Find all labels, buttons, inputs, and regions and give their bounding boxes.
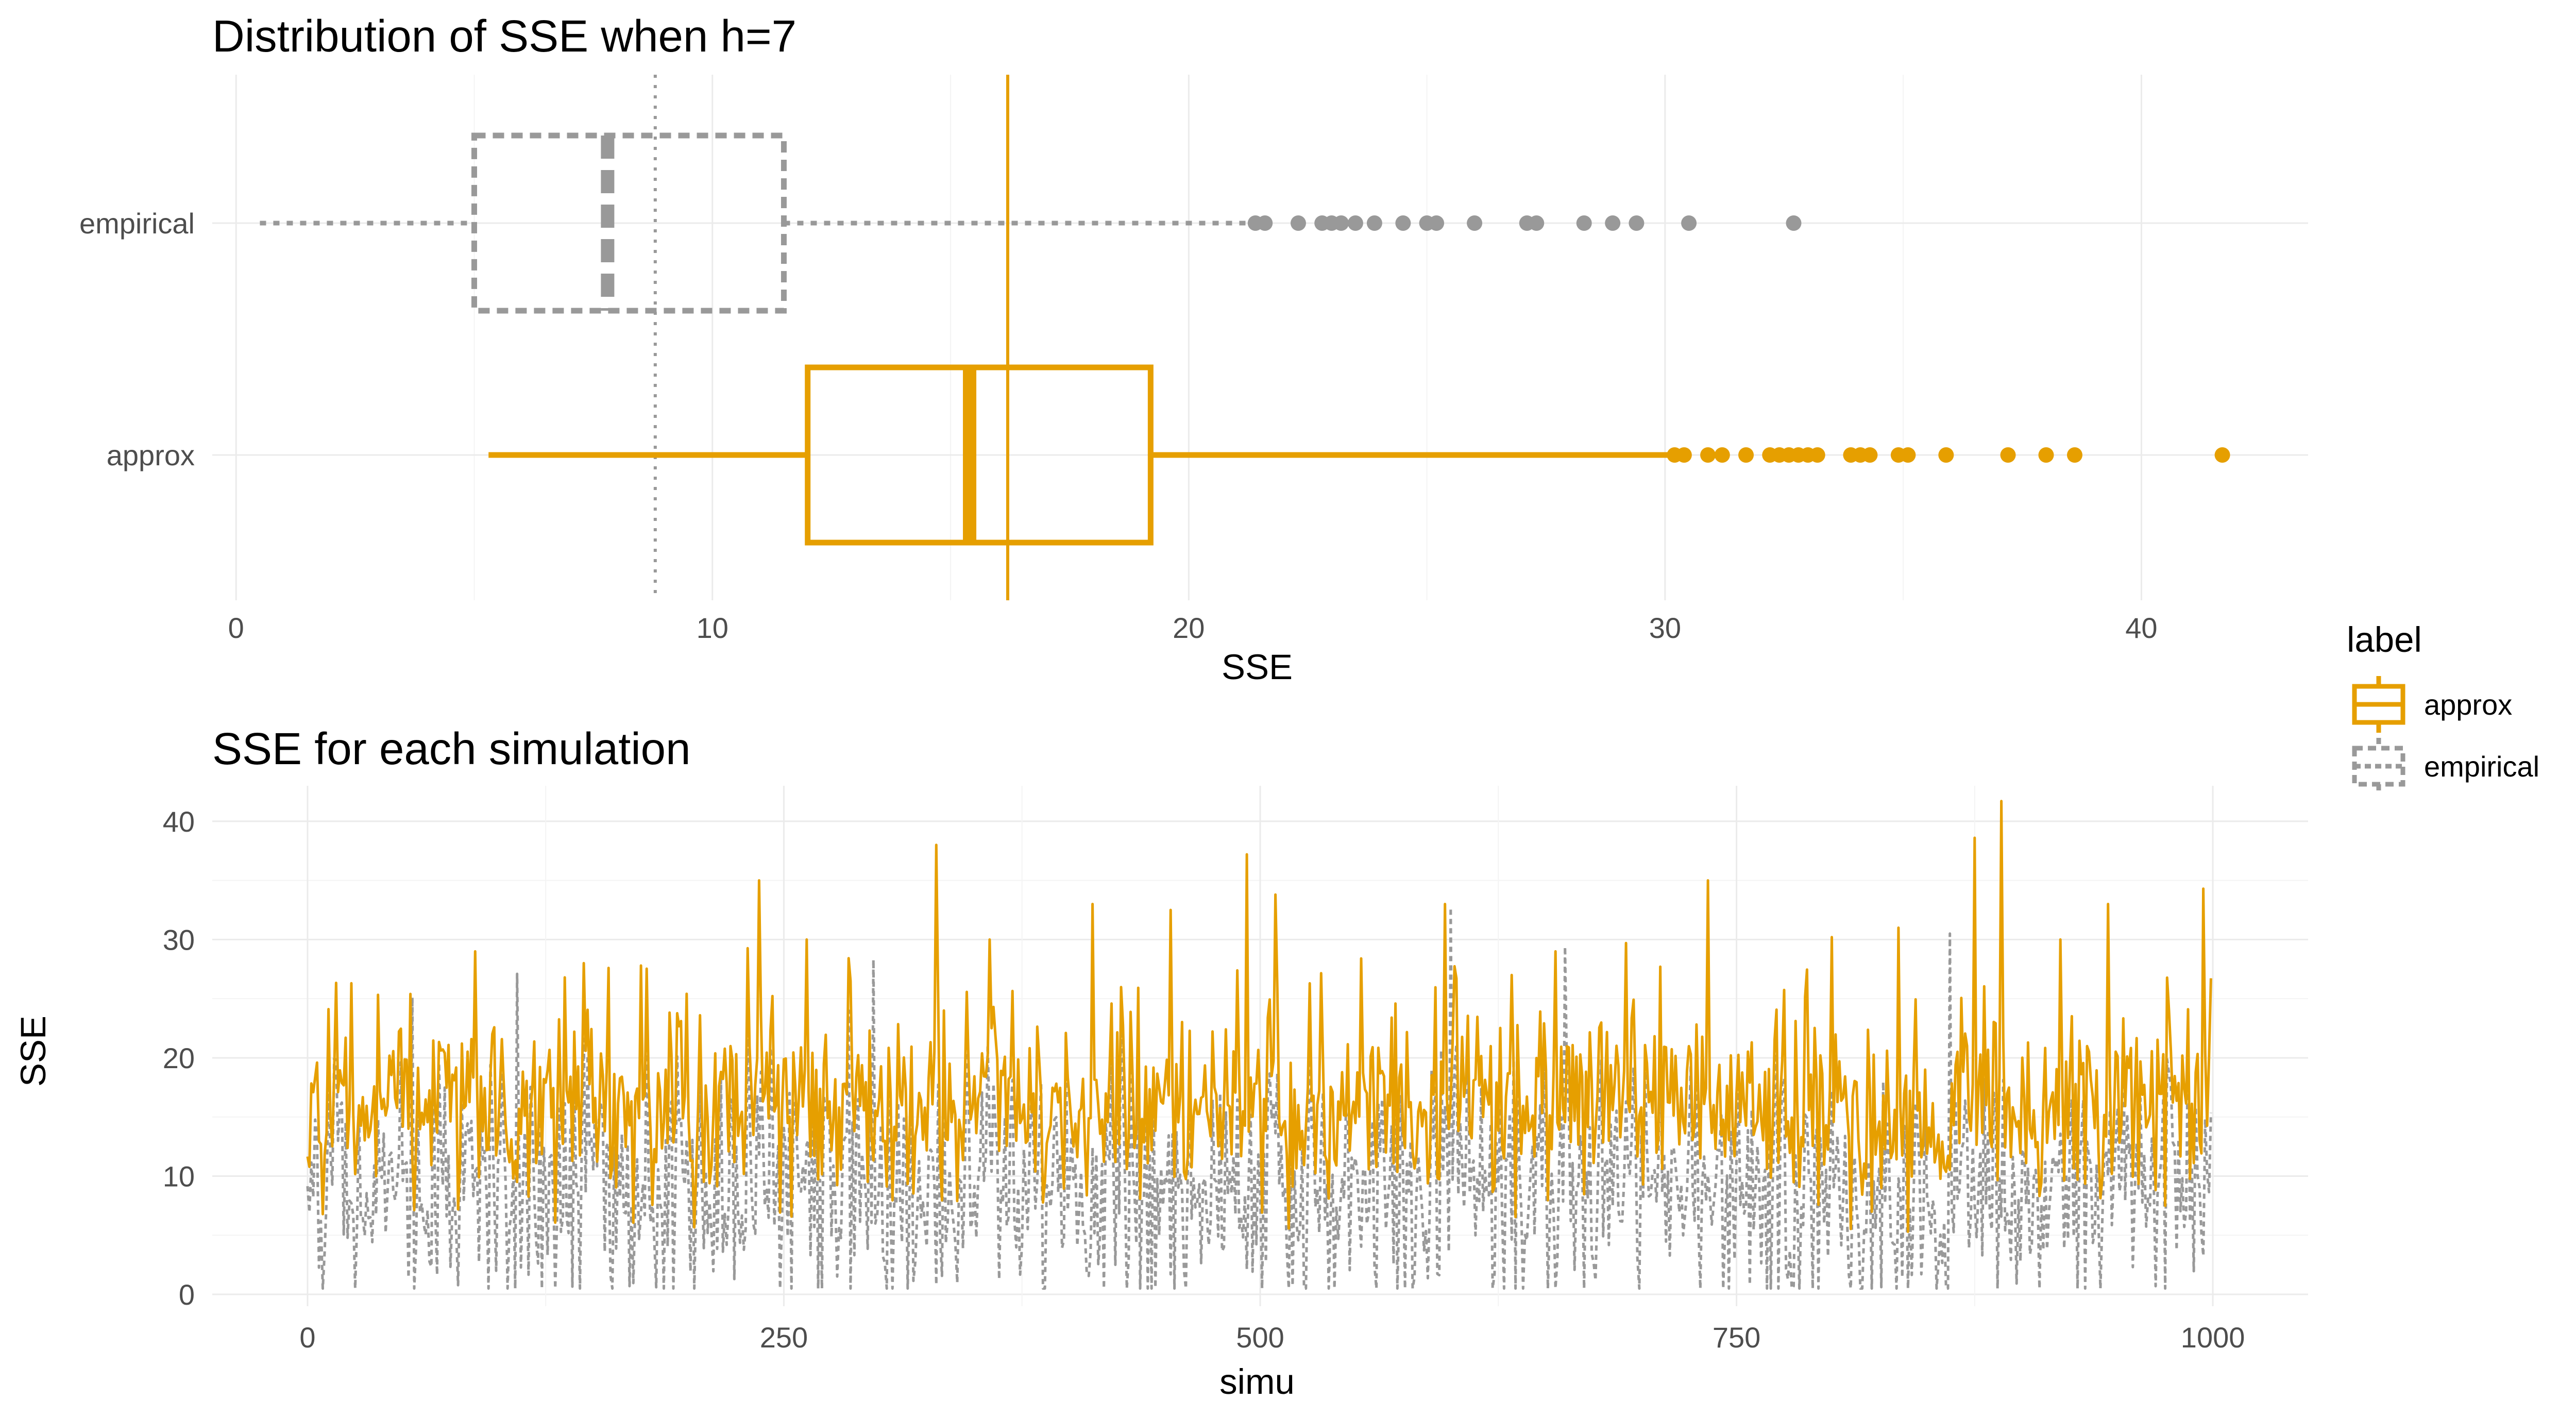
boxplot-x-tick-label: 30 — [1649, 612, 1681, 644]
line-x-tick-label: 250 — [760, 1321, 808, 1354]
approx-box — [805, 364, 1154, 546]
legend-label-approx: approx — [2424, 688, 2512, 721]
empirical-outlier-point — [1429, 215, 1445, 231]
empirical-outlier-point — [1395, 215, 1411, 231]
empirical-outlier-point — [1366, 215, 1382, 231]
boxplot-panel: Distribution of SSE when h=7 0 10 20 30 40 ap… — [79, 11, 2308, 687]
empirical-outlier-point — [1290, 215, 1306, 231]
approx-outlier-point — [2214, 447, 2230, 463]
line-tick-labels: 0 10 20 30 40 0 250 500 750 1000 — [163, 805, 2245, 1354]
line-y-tick-label: 10 — [163, 1160, 195, 1193]
boxplot-x-tick-label: 10 — [697, 612, 728, 644]
line-y-axis-title: SSE — [13, 1016, 53, 1087]
line-y-tick-label: 30 — [163, 923, 195, 956]
approx-outlier-point — [1938, 447, 1954, 463]
approx-outlier-point — [1714, 447, 1730, 463]
line-y-tick-label: 20 — [163, 1042, 195, 1074]
line-y-tick-label: 40 — [163, 805, 195, 838]
line-x-tick-label: 0 — [299, 1321, 315, 1354]
approx-outlier-point — [1738, 447, 1754, 463]
boxplot-y-tick-label: empirical — [79, 207, 195, 240]
line-panel: SSE for each simulation 0 10 20 30 40 0 250 500… — [13, 724, 2308, 1402]
line-x-tick-label: 500 — [1236, 1321, 1284, 1354]
legend-key-empirical: empirical — [2352, 738, 2539, 795]
boxplot-x-axis-title: SSE — [1222, 647, 1293, 687]
empirical-outlier-point — [1629, 215, 1645, 231]
empirical-series-line — [306, 906, 2212, 1290]
line-x-tick-label: 1000 — [2181, 1321, 2245, 1354]
empirical-outlier-point — [1681, 215, 1697, 231]
approx-series-line — [306, 800, 2212, 1233]
line-y-tick-label: 0 — [179, 1278, 195, 1311]
empirical-box — [471, 132, 787, 314]
approx-outlier-point — [2066, 447, 2082, 463]
boxplot-title: Distribution of SSE when h=7 — [212, 11, 796, 61]
approx-outlier-point — [1700, 447, 1716, 463]
empirical-outlier-point — [1333, 215, 1349, 231]
empirical-outlier-point — [1257, 215, 1273, 231]
approx-outlier-point — [1676, 447, 1692, 463]
boxplot-x-tick-label: 20 — [1173, 612, 1205, 644]
approx-outlier-point — [2000, 447, 2016, 463]
boxplot-x-tick-label: 0 — [228, 612, 244, 644]
approx-outlier-point — [1809, 447, 1825, 463]
line-series-group — [306, 800, 2212, 1290]
approx-outlier-point — [2038, 447, 2054, 463]
legend: label approx empirical — [2347, 620, 2539, 795]
boxplot-tick-labels: 0 10 20 30 40 approx empirical — [79, 207, 2158, 644]
empirical-outlier-point — [1786, 215, 1802, 231]
empirical-outlier-point — [1467, 215, 1483, 231]
legend-title: label — [2347, 620, 2422, 660]
boxplot-x-tick-label: 40 — [2125, 612, 2157, 644]
line-x-axis-title: simu — [1219, 1362, 1295, 1402]
empirical-outlier-point — [1529, 215, 1545, 231]
legend-key-approx: approx — [2352, 676, 2512, 733]
boxplot-grid — [212, 75, 2308, 600]
empirical-outlier-point — [1605, 215, 1621, 231]
empirical-outlier-point — [1576, 215, 1592, 231]
legend-label-empirical: empirical — [2424, 750, 2539, 783]
line-title: SSE for each simulation — [212, 724, 690, 774]
empirical-outlier-point — [1347, 215, 1363, 231]
approx-outlier-point — [1900, 447, 1916, 463]
boxplot-y-tick-label: approx — [107, 439, 195, 471]
boxplot-reference-lines — [653, 75, 1009, 600]
approx-outlier-point — [1862, 447, 1878, 463]
boxplot-boxes — [260, 132, 2230, 546]
line-x-tick-label: 750 — [1713, 1321, 1760, 1354]
